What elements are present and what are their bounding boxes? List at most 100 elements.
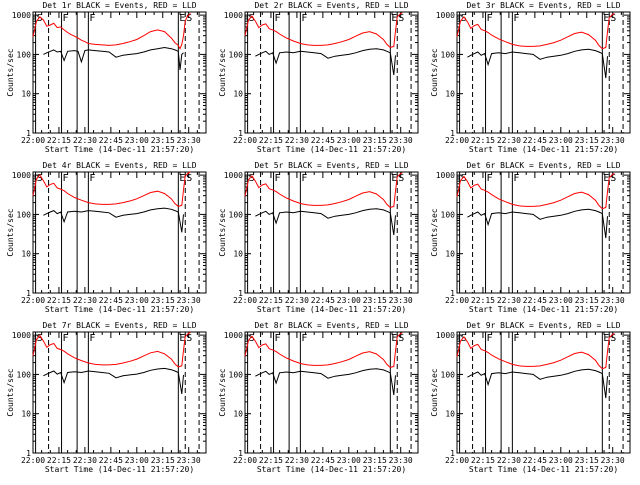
marker-label: F bbox=[487, 173, 493, 184]
marker-label: S bbox=[610, 333, 616, 344]
marker-label: F bbox=[301, 13, 307, 24]
axes-frame bbox=[244, 331, 419, 454]
x-tick-label: 23:30 bbox=[177, 296, 201, 305]
x-tick-label: 22:15 bbox=[471, 456, 495, 465]
marker-label: E bbox=[391, 13, 397, 24]
marker-label: F bbox=[487, 333, 493, 344]
x-tick-label: 22:30 bbox=[73, 296, 97, 305]
lld-series-line bbox=[32, 13, 191, 50]
panel-title: Det 8r BLACK = Events, RED = LLD bbox=[254, 321, 408, 330]
x-tick-label: 22:45 bbox=[311, 136, 335, 145]
events-series-line bbox=[43, 367, 184, 394]
lld-series-line bbox=[32, 171, 191, 207]
x-tick-label: 23:15 bbox=[363, 296, 387, 305]
x-axis-label: Start Time (14-Dec-11 21:57:20) bbox=[469, 305, 618, 314]
y-tick-label: 1000 bbox=[12, 331, 31, 340]
lld-series-line bbox=[244, 332, 403, 369]
y-tick-label: 1000 bbox=[224, 171, 243, 180]
events-series-line bbox=[255, 368, 396, 396]
x-tick-label: 23:15 bbox=[151, 136, 175, 145]
y-axis-label: Counts/sec bbox=[218, 208, 227, 256]
events-series-line bbox=[255, 48, 396, 76]
lld-series-line bbox=[244, 12, 403, 49]
x-tick-label: 23:30 bbox=[389, 136, 413, 145]
x-tick-label: 22:15 bbox=[47, 296, 71, 305]
y-tick-label: 10 bbox=[233, 410, 243, 419]
y-tick-label: 10 bbox=[233, 90, 243, 99]
events-series-line bbox=[43, 207, 184, 233]
marker-label: F bbox=[89, 333, 95, 344]
x-tick-label: 22:30 bbox=[285, 296, 309, 305]
x-tick-label: 23:15 bbox=[151, 456, 175, 465]
x-tick-label: 23:30 bbox=[177, 456, 201, 465]
y-tick-label: 100 bbox=[229, 210, 244, 219]
lld-series-line bbox=[456, 333, 615, 370]
y-tick-label: 1000 bbox=[436, 331, 455, 340]
y-tick-label: 100 bbox=[229, 370, 244, 379]
panel-title: Det 7r BLACK = Events, RED = LLD bbox=[42, 321, 196, 330]
x-tick-label: 22:45 bbox=[311, 296, 335, 305]
events-series-line bbox=[467, 368, 608, 399]
x-tick-label: 22:15 bbox=[47, 136, 71, 145]
y-tick-label: 1000 bbox=[436, 11, 455, 20]
marker-label: S bbox=[461, 333, 467, 344]
x-tick-label: 22:15 bbox=[47, 456, 71, 465]
events-series-line bbox=[255, 208, 396, 236]
marker-label: F bbox=[487, 13, 493, 24]
panel-title: Det 2r BLACK = Events, RED = LLD bbox=[254, 1, 408, 10]
x-tick-label: 22:45 bbox=[523, 296, 547, 305]
x-tick-label: 23:00 bbox=[125, 456, 149, 465]
y-tick-label: 100 bbox=[17, 210, 32, 219]
y-tick-label: 100 bbox=[17, 370, 32, 379]
marker-label: F bbox=[513, 333, 519, 344]
axes-frame bbox=[32, 171, 207, 294]
y-tick-label: 1 bbox=[450, 129, 455, 138]
y-tick-label: 10 bbox=[445, 250, 455, 259]
x-tick-label: 23:30 bbox=[177, 136, 201, 145]
x-tick-label: 23:15 bbox=[363, 456, 387, 465]
y-tick-label: 10 bbox=[21, 250, 31, 259]
y-tick-label: 10 bbox=[445, 410, 455, 419]
marker-label: F bbox=[275, 333, 281, 344]
y-tick-label: 1 bbox=[450, 289, 455, 298]
y-tick-label: 1000 bbox=[12, 171, 31, 180]
y-tick-label: 1 bbox=[26, 289, 31, 298]
x-tick-label: 22:30 bbox=[497, 456, 521, 465]
x-tick-label: 23:00 bbox=[337, 136, 361, 145]
y-axis-label: Counts/sec bbox=[6, 208, 15, 256]
panel-3: Det 3r BLACK = Events, RED = LLD 1 10 100 10… bbox=[430, 1, 631, 154]
y-axis-label: Counts/sec bbox=[218, 48, 227, 96]
panel-title: Det 9r BLACK = Events, RED = LLD bbox=[466, 321, 620, 330]
marker-label: S bbox=[249, 173, 255, 184]
panel-1: Det 1r BLACK = Events, RED = LLD 1 10 100 10… bbox=[6, 1, 207, 154]
x-tick-label: 22:45 bbox=[99, 136, 123, 145]
x-tick-label: 23:15 bbox=[575, 456, 599, 465]
x-tick-label: 22:45 bbox=[311, 456, 335, 465]
lld-series-line bbox=[244, 172, 403, 209]
marker-label: E bbox=[391, 173, 397, 184]
marker-label: S bbox=[186, 333, 192, 344]
x-tick-label: 22:00 bbox=[21, 136, 45, 145]
panel-6: Det 6r BLACK = Events, RED = LLD 1 10 100 10… bbox=[430, 161, 631, 314]
y-axis-label: Counts/sec bbox=[430, 208, 439, 256]
panel-9: Det 9r BLACK = Events, RED = LLD 1 10 100 10… bbox=[430, 321, 631, 474]
marker-label: S bbox=[37, 333, 43, 344]
x-tick-label: 22:30 bbox=[73, 136, 97, 145]
marker-label: F bbox=[89, 173, 95, 184]
y-tick-label: 1 bbox=[26, 129, 31, 138]
axes-frame bbox=[32, 11, 207, 134]
x-tick-label: 22:00 bbox=[21, 456, 45, 465]
panel-title: Det 3r BLACK = Events, RED = LLD bbox=[466, 1, 620, 10]
events-series-line bbox=[43, 46, 184, 71]
lld-series-line bbox=[456, 173, 615, 210]
panel-title: Det 5r BLACK = Events, RED = LLD bbox=[254, 161, 408, 170]
marker-label: E bbox=[603, 333, 609, 344]
y-tick-label: 100 bbox=[441, 370, 456, 379]
y-tick-label: 1 bbox=[238, 449, 243, 458]
y-tick-label: 10 bbox=[233, 250, 243, 259]
x-tick-label: 22:45 bbox=[99, 296, 123, 305]
x-tick-label: 23:00 bbox=[549, 296, 573, 305]
marker-label: F bbox=[89, 13, 95, 24]
marker-label: S bbox=[186, 13, 192, 24]
